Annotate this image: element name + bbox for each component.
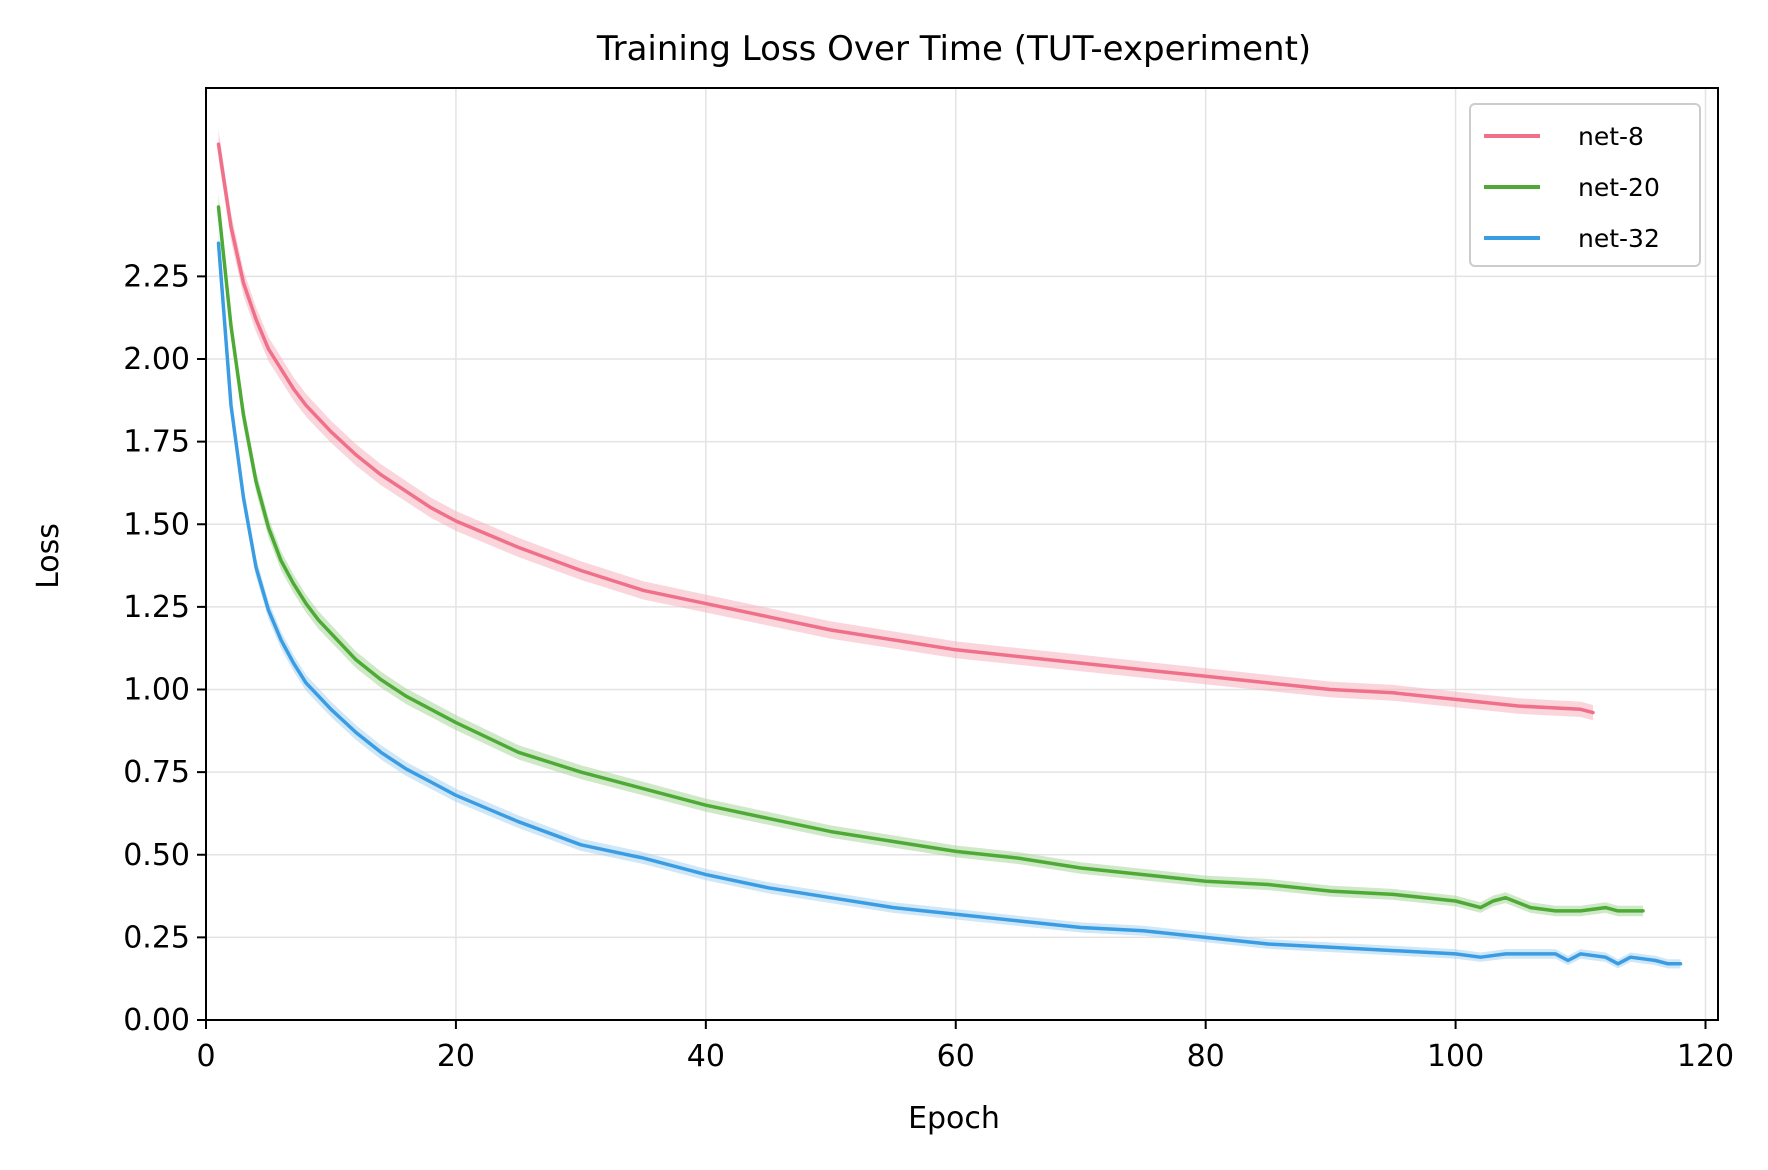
x-tick-label: 60 [937,1039,975,1074]
x-axis-label: Epoch [908,1101,1000,1136]
y-tick-label: 2.25 [123,259,190,294]
legend-label-net-32: net-32 [1578,224,1660,253]
legend-label-net-8: net-8 [1578,122,1644,151]
legend: net-8 net-20 net-32 [1469,103,1701,267]
net-8-line [216,142,1595,715]
y-axis-label: Loss [31,523,66,589]
x-tick-label: 40 [687,1039,725,1074]
y-tick-label: 0.25 [123,920,190,955]
x-tick-label: 100 [1427,1039,1484,1074]
plot-area-frame [205,87,1719,1021]
net-8-band [218,129,1593,721]
legend-label-net-20: net-20 [1578,173,1660,202]
x-tick-label: 80 [1187,1039,1225,1074]
legend-box [1469,103,1701,267]
x-tick-label: 120 [1677,1039,1734,1074]
y-tick-label: 0.75 [123,755,190,790]
y-tick-label: 1.75 [123,425,190,460]
y-tick-label: 1.00 [123,673,190,708]
y-tick-label: 0.50 [123,838,190,873]
axis-ticks: 0 20 40 60 80 100 120 0.00 0.25 0.50 0.75 1.00 1.25 1… [123,259,1734,1074]
confidence-bands [218,129,1681,969]
series-lines [216,142,1683,966]
chart-title: Training Loss Over Time (TUT-experiment) [596,29,1311,69]
x-tick-label: 0 [196,1039,215,1074]
x-tick-label: 20 [437,1039,475,1074]
y-tick-label: 1.25 [123,590,190,625]
y-tick-label: 2.00 [123,342,190,377]
net-20-line [216,205,1645,913]
y-tick-label: 1.50 [123,507,190,542]
net-32-line [216,241,1683,966]
y-tick-label: 0.00 [123,1003,190,1038]
